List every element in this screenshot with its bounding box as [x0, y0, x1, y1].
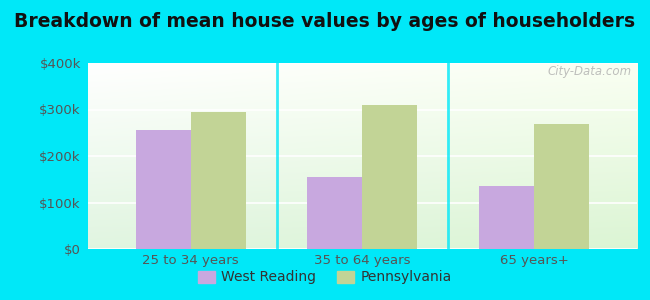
Bar	[307, 177, 363, 249]
Text: Breakdown of mean house values by ages of householders: Breakdown of mean house values by ages o…	[14, 12, 636, 31]
Text: City-Data.com: City-Data.com	[547, 65, 632, 78]
Bar	[136, 130, 190, 249]
Bar	[534, 124, 589, 249]
Bar	[479, 186, 534, 249]
Legend: West Reading, Pennsylvania: West Reading, Pennsylvania	[192, 265, 458, 290]
Bar	[190, 112, 246, 249]
Bar	[363, 105, 417, 249]
